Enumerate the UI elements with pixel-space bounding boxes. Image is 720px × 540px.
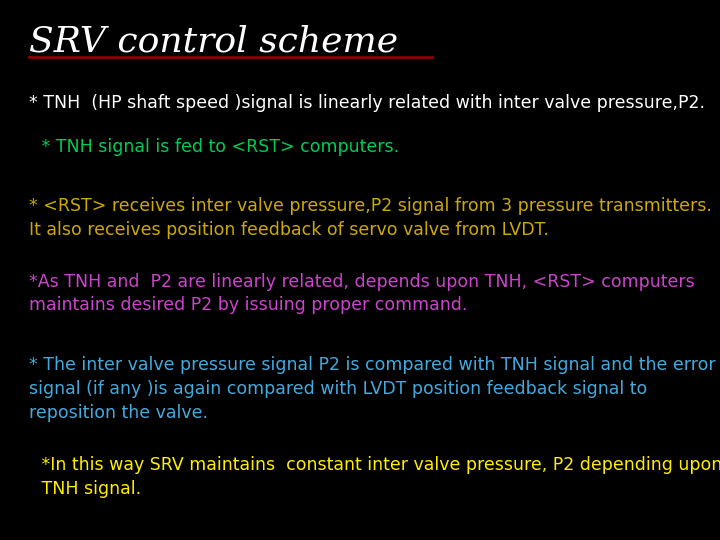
Text: * TNH  (HP shaft speed )signal is linearly related with inter valve pressure,P2.: * TNH (HP shaft speed )signal is linearl…	[29, 94, 705, 112]
Text: *As TNH and  P2 are linearly related, depends upon TNH, <RST> computers
maintain: *As TNH and P2 are linearly related, dep…	[29, 273, 695, 314]
Text: * <RST> receives inter valve pressure,P2 signal from 3 pressure transmitters.
It: * <RST> receives inter valve pressure,P2…	[29, 197, 711, 239]
Text: SRV control scheme: SRV control scheme	[29, 24, 398, 58]
Text: * TNH signal is fed to <RST> computers.: * TNH signal is fed to <RST> computers.	[36, 138, 399, 156]
Text: * The inter valve pressure signal P2 is compared with TNH signal and the error
s: * The inter valve pressure signal P2 is …	[29, 356, 716, 422]
Text: *In this way SRV maintains  constant inter valve pressure, P2 depending upon
 TN: *In this way SRV maintains constant inte…	[36, 456, 720, 498]
